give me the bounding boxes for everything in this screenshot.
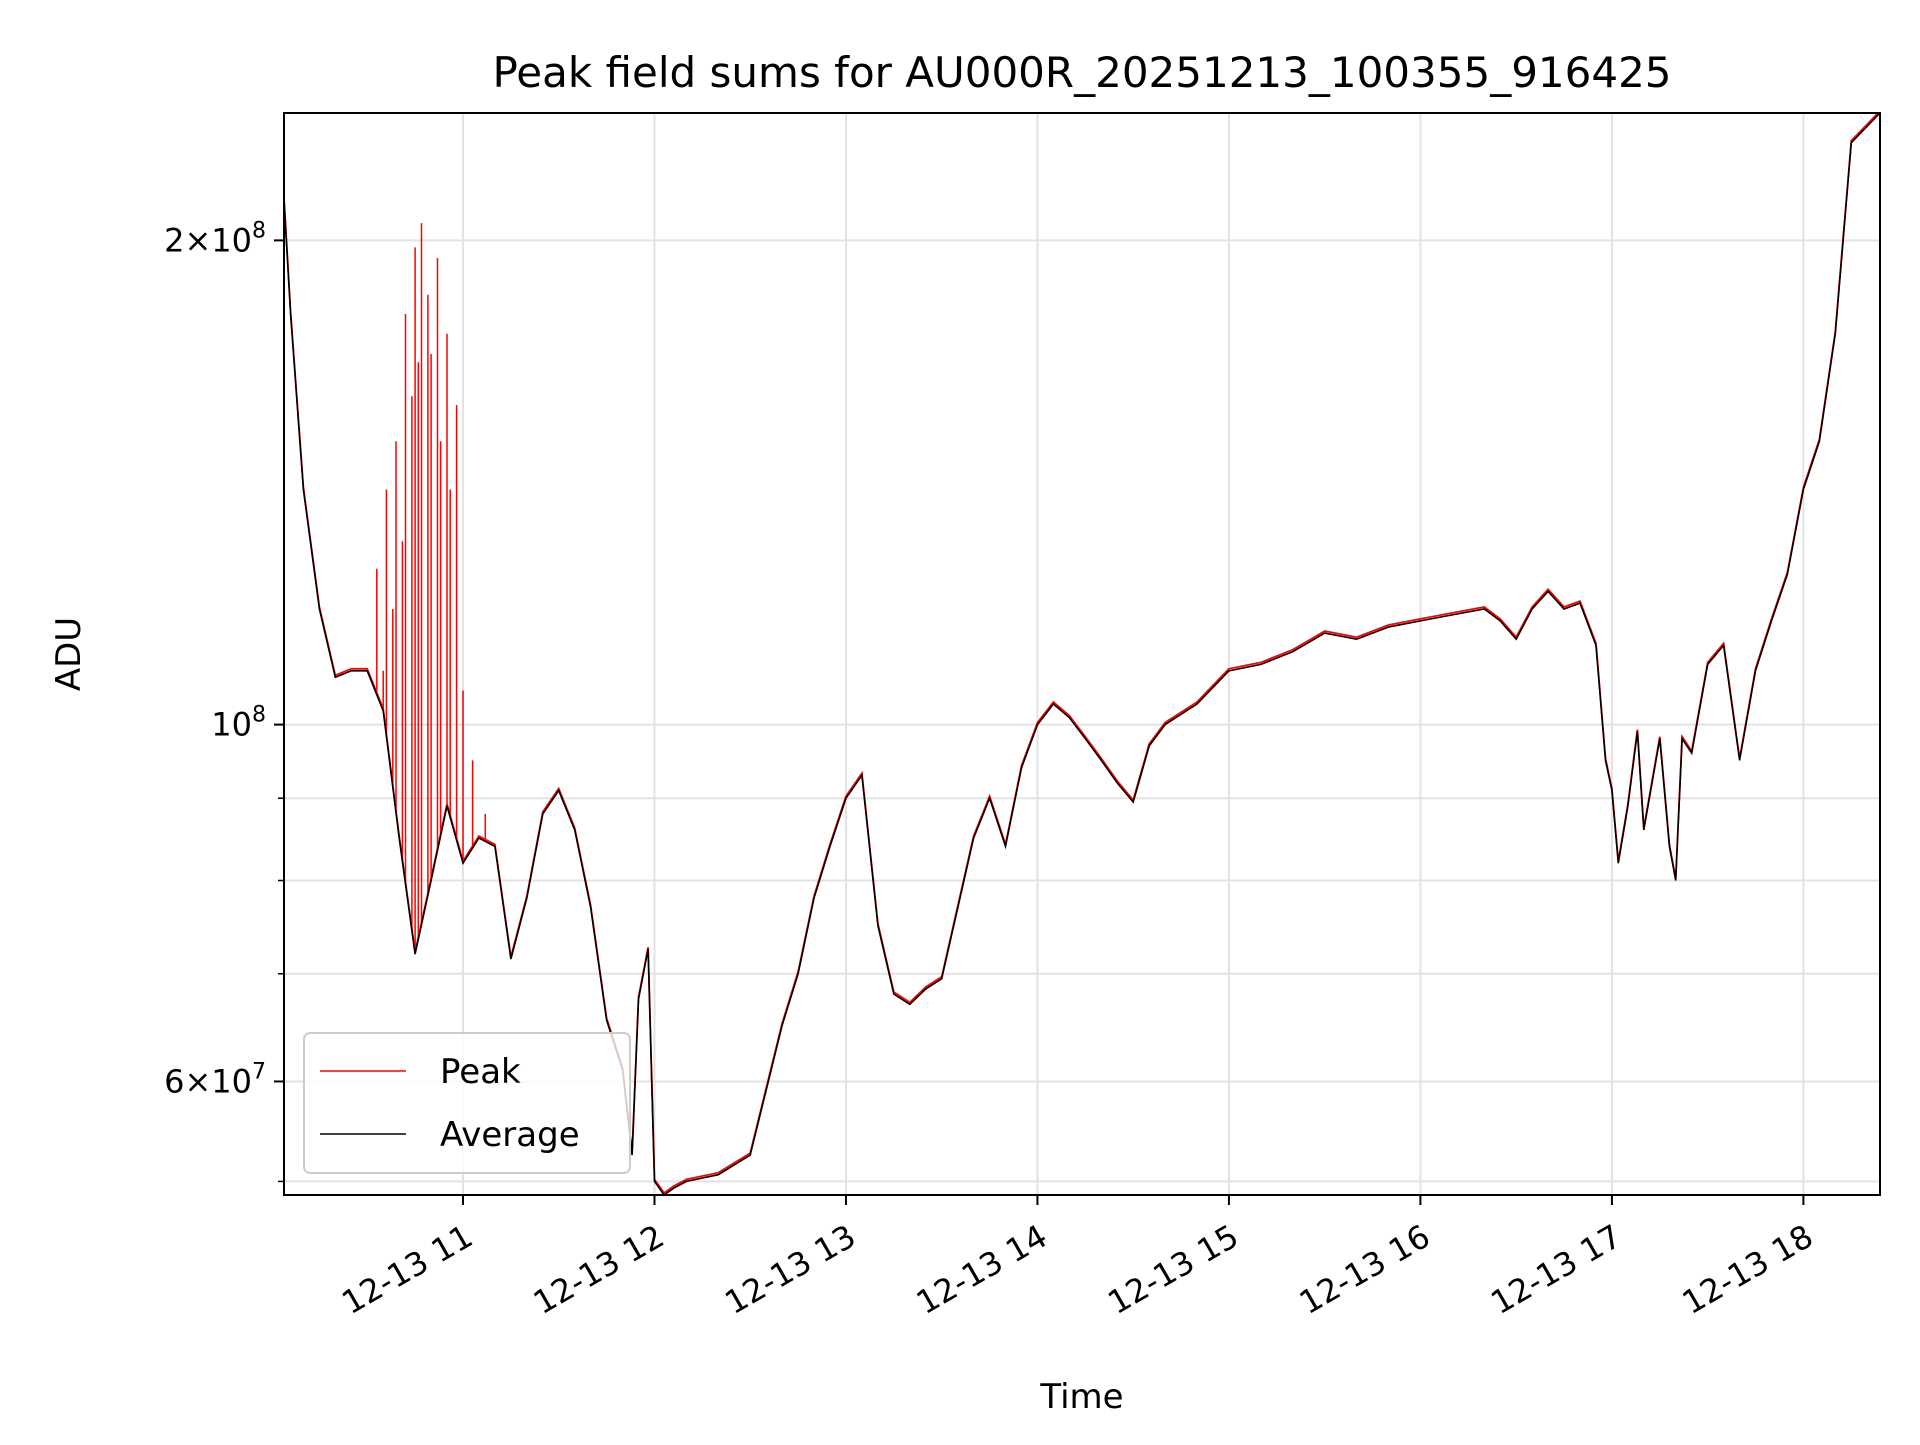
legend-label-average: Average bbox=[440, 1115, 580, 1155]
x-axis-label: Time bbox=[1039, 1377, 1123, 1417]
legend-box bbox=[303, 1032, 631, 1174]
y-tick-label: 2×108 bbox=[164, 218, 266, 259]
plot-frame bbox=[283, 112, 1881, 1196]
grid bbox=[284, 113, 1880, 1195]
series-spikes-peak bbox=[376, 223, 487, 955]
legend-label-peak: Peak bbox=[440, 1052, 521, 1092]
series-layer bbox=[284, 113, 1880, 1195]
y-axis-label: ADU bbox=[49, 617, 89, 691]
series-line-average bbox=[284, 113, 1880, 1195]
legend: Peak Average bbox=[303, 1032, 631, 1174]
chart-title: Peak field sums for AU000R_20251213_1003… bbox=[492, 48, 1671, 97]
y-tick-label: 108 bbox=[211, 703, 266, 744]
y-tick-label: 6×107 bbox=[164, 1059, 266, 1100]
